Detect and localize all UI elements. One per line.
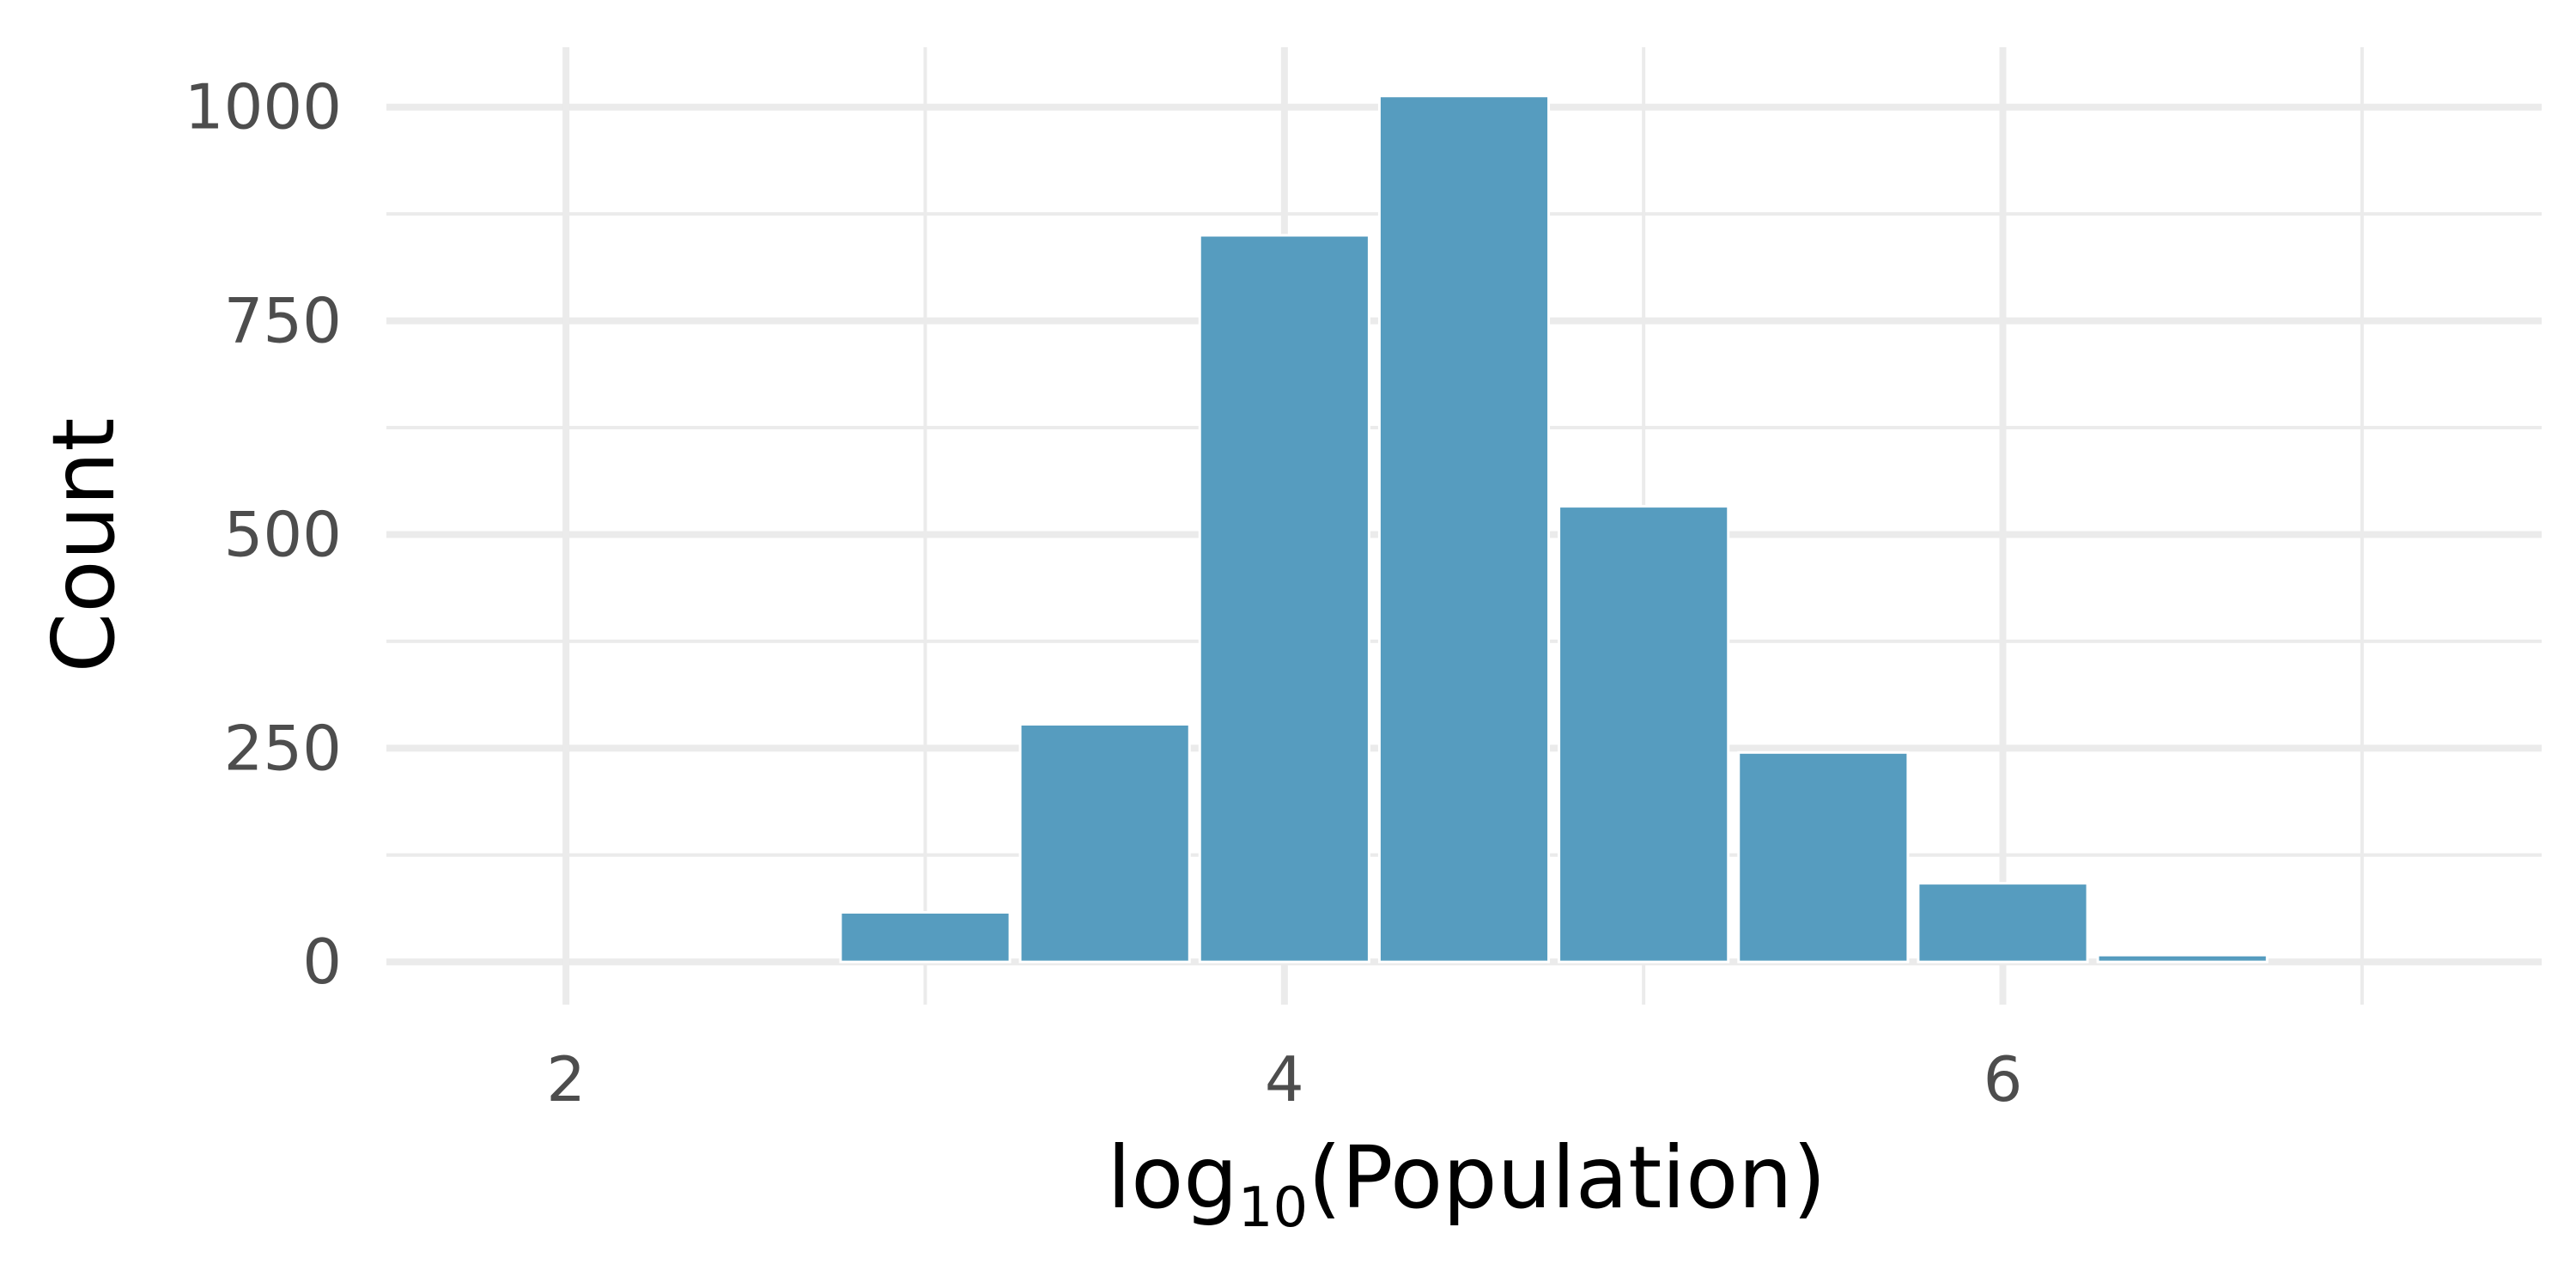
x-tick-label: 2 xyxy=(546,1043,586,1115)
histogram-bar xyxy=(1558,505,1730,963)
x-tick-label: 6 xyxy=(1984,1043,2023,1115)
histogram-bar xyxy=(2096,953,2269,963)
y-tick-label: 750 xyxy=(224,285,342,357)
x-axis-ticks: 2 4 6 xyxy=(546,1043,2022,1115)
x-tick-label: 4 xyxy=(1265,1043,1304,1115)
histogram-bar xyxy=(1377,94,1551,963)
y-tick-label: 250 xyxy=(224,712,342,784)
y-tick-label: 0 xyxy=(302,926,342,998)
histogram-bar xyxy=(1198,234,1370,963)
y-axis-title: Count xyxy=(33,418,134,673)
x-axis-title: log10(Population) xyxy=(1107,1127,1826,1240)
histogram-bars xyxy=(839,94,2269,963)
histogram-bar xyxy=(1018,722,1191,963)
y-tick-label: 500 xyxy=(224,498,342,570)
histogram-bar xyxy=(1917,882,2089,963)
y-axis-ticks: 0 250 500 750 1000 xyxy=(185,71,342,999)
histogram-bar xyxy=(1737,750,1910,963)
y-tick-label: 1000 xyxy=(185,71,342,143)
histogram-bar xyxy=(839,910,1012,963)
